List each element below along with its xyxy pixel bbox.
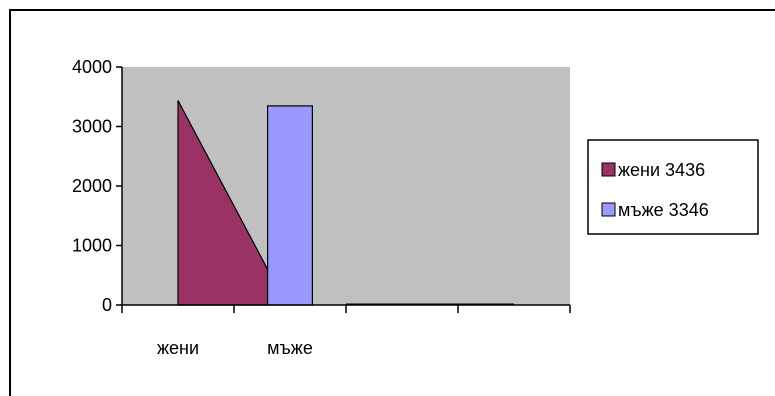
y-tick-label: 1000 [72, 236, 112, 256]
y-tick-label: 2000 [72, 176, 112, 196]
x-tick-label: жени [157, 338, 199, 358]
y-tick-label: 0 [102, 295, 112, 315]
legend-box [587, 139, 759, 235]
series-mazhe-bar [267, 105, 314, 306]
x-tick-label: мъже [267, 338, 313, 358]
legend-label-mazhe: мъже 3346 [618, 200, 709, 220]
legend: жени 3436 мъже 3346 [587, 139, 759, 235]
chart-frame [9, 9, 775, 396]
legend-swatch-zheni [601, 162, 616, 177]
legend-label-zheni: жени 3436 [618, 160, 705, 180]
y-tick-label: 3000 [72, 117, 112, 137]
legend-swatch-mazhe [601, 202, 616, 217]
y-tick-label: 4000 [72, 57, 112, 77]
